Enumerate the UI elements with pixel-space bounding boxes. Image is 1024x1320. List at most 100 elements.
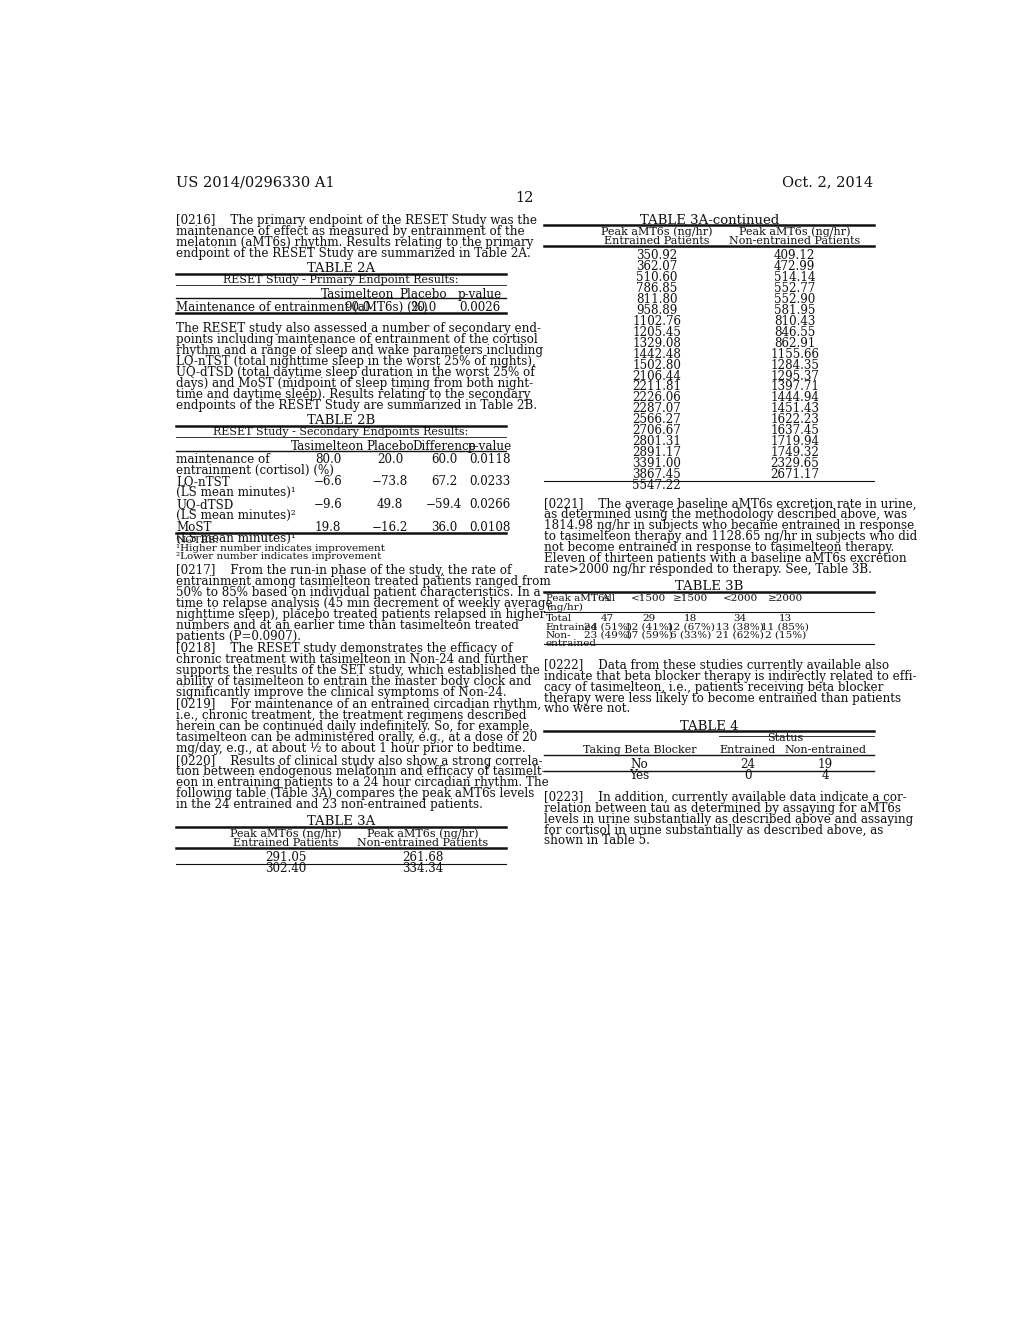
Text: endpoints of the RESET Study are summarized in Table 2B.: endpoints of the RESET Study are summari… — [176, 399, 537, 412]
Text: relation between tau as determined by assaying for aMT6s: relation between tau as determined by as… — [544, 801, 901, 814]
Text: 0.0118: 0.0118 — [469, 453, 511, 466]
Text: TABLE 3A: TABLE 3A — [307, 816, 375, 829]
Text: Peak aMT6s (ng/hr): Peak aMT6s (ng/hr) — [230, 829, 342, 840]
Text: herein can be continued daily indefinitely. So, for example,: herein can be continued daily indefinite… — [176, 721, 534, 733]
Text: in the 24 entrained and 23 non-entrained patients.: in the 24 entrained and 23 non-entrained… — [176, 799, 483, 812]
Text: eon in entraining patients to a 24 hour circadian rhythm. The: eon in entraining patients to a 24 hour … — [176, 776, 549, 789]
Text: TABLE 4: TABLE 4 — [680, 719, 738, 733]
Text: Entrained Patients: Entrained Patients — [233, 838, 339, 847]
Text: 862.91: 862.91 — [774, 337, 815, 350]
Text: Eleven of thirteen patients with a baseline aMT6s excretion: Eleven of thirteen patients with a basel… — [544, 552, 907, 565]
Text: Entrained: Entrained — [720, 744, 776, 755]
Text: 1155.66: 1155.66 — [770, 347, 819, 360]
Text: 2226.06: 2226.06 — [632, 392, 681, 404]
Text: ≥2000: ≥2000 — [768, 594, 803, 603]
Text: cacy of tasimelteon, i.e., patients receiving beta blocker: cacy of tasimelteon, i.e., patients rece… — [544, 681, 884, 693]
Text: 1749.32: 1749.32 — [770, 446, 819, 459]
Text: Entrained Patients: Entrained Patients — [604, 236, 710, 246]
Text: Placebo: Placebo — [399, 288, 447, 301]
Text: Tasimelteon: Tasimelteon — [291, 440, 365, 453]
Text: 1451.43: 1451.43 — [770, 403, 819, 416]
Text: points including maintenance of entrainment of the cortisol: points including maintenance of entrainm… — [176, 333, 538, 346]
Text: −6.6: −6.6 — [313, 475, 342, 488]
Text: 1502.80: 1502.80 — [632, 359, 681, 372]
Text: Non-: Non- — [546, 631, 571, 640]
Text: tasimelteon can be administered orally, e.g., at a dose of 20: tasimelteon can be administered orally, … — [176, 731, 538, 744]
Text: 18: 18 — [684, 614, 697, 623]
Text: RESET Study - Primary Endpoint Results:: RESET Study - Primary Endpoint Results: — [223, 276, 459, 285]
Text: TABLE 3B: TABLE 3B — [675, 581, 743, 593]
Text: 810.43: 810.43 — [774, 315, 815, 327]
Text: MoST: MoST — [176, 521, 212, 533]
Text: 1814.98 ng/hr in subjects who became entrained in response: 1814.98 ng/hr in subjects who became ent… — [544, 519, 914, 532]
Text: TABLE 3A-continued: TABLE 3A-continued — [640, 214, 779, 227]
Text: [0217]    From the run-in phase of the study, the rate of: [0217] From the run-in phase of the stud… — [176, 564, 512, 577]
Text: 90.0: 90.0 — [344, 301, 371, 314]
Text: 0.0233: 0.0233 — [469, 475, 511, 488]
Text: 3391.00: 3391.00 — [632, 457, 681, 470]
Text: 1637.45: 1637.45 — [770, 424, 819, 437]
Text: UQ-dTSD: UQ-dTSD — [176, 498, 233, 511]
Text: 1397.71: 1397.71 — [770, 380, 819, 393]
Text: ¹Higher number indicates improvement: ¹Higher number indicates improvement — [176, 544, 385, 553]
Text: as determined using the methodology described above, was: as determined using the methodology desc… — [544, 508, 907, 521]
Text: Non-entrained Patients: Non-entrained Patients — [357, 838, 488, 847]
Text: Difference: Difference — [413, 440, 476, 453]
Text: supports the results of the SET study, which established the: supports the results of the SET study, w… — [176, 664, 540, 677]
Text: 36.0: 36.0 — [431, 521, 458, 533]
Text: for cortisol in urine substantially as described above, as: for cortisol in urine substantially as d… — [544, 824, 884, 837]
Text: who were not.: who were not. — [544, 702, 631, 715]
Text: Yes: Yes — [630, 770, 649, 781]
Text: Non-entrained: Non-entrained — [784, 744, 866, 755]
Text: 2 (15%): 2 (15%) — [765, 631, 806, 640]
Text: 2706.67: 2706.67 — [632, 424, 681, 437]
Text: 261.68: 261.68 — [401, 851, 443, 863]
Text: Peak aMT6s (ng/hr): Peak aMT6s (ng/hr) — [601, 227, 713, 238]
Text: Total: Total — [546, 614, 572, 623]
Text: [0223]    In addition, currently available data indicate a cor-: [0223] In addition, currently available … — [544, 791, 907, 804]
Text: Non-entrained Patients: Non-entrained Patients — [729, 236, 860, 246]
Text: 510.60: 510.60 — [636, 271, 677, 284]
Text: 24 (51%): 24 (51%) — [584, 623, 632, 631]
Text: 12: 12 — [516, 191, 534, 205]
Text: ²Lower number indicates improvement: ²Lower number indicates improvement — [176, 553, 381, 561]
Text: TABLE 2A: TABLE 2A — [307, 263, 375, 275]
Text: [0216]    The primary endpoint of the RESET Study was the: [0216] The primary endpoint of the RESET… — [176, 214, 537, 227]
Text: 472.99: 472.99 — [774, 260, 815, 273]
Text: 2566.27: 2566.27 — [632, 413, 681, 426]
Text: 50% to 85% based on individual patient characteristics. In a: 50% to 85% based on individual patient c… — [176, 586, 541, 599]
Text: mg/day, e.g., at about ½ to about 1 hour prior to bedtime.: mg/day, e.g., at about ½ to about 1 hour… — [176, 742, 525, 755]
Text: time and daytime sleep). Results relating to the secondary: time and daytime sleep). Results relatin… — [176, 388, 530, 401]
Text: 786.85: 786.85 — [636, 282, 677, 296]
Text: 302.40: 302.40 — [265, 862, 307, 875]
Text: maintenance of: maintenance of — [176, 453, 269, 466]
Text: 846.55: 846.55 — [774, 326, 815, 339]
Text: Peak aMT6s: Peak aMT6s — [546, 594, 609, 603]
Text: to tasimelteon therapy and 1128.65 ng/hr in subjects who did: to tasimelteon therapy and 1128.65 ng/hr… — [544, 531, 918, 544]
Text: UQ-dTSD (total daytime sleep duration in the worst 25% of: UQ-dTSD (total daytime sleep duration in… — [176, 366, 535, 379]
Text: 29: 29 — [642, 614, 655, 623]
Text: rate>2000 ng/hr responded to therapy. See, Table 3B.: rate>2000 ng/hr responded to therapy. Se… — [544, 564, 872, 576]
Text: 12 (67%): 12 (67%) — [667, 623, 715, 631]
Text: 6 (33%): 6 (33%) — [670, 631, 712, 640]
Text: No: No — [631, 758, 648, 771]
Text: 2891.17: 2891.17 — [632, 446, 681, 459]
Text: US 2014/0296330 A1: US 2014/0296330 A1 — [176, 176, 335, 189]
Text: NOTES:: NOTES: — [176, 536, 219, 545]
Text: 34: 34 — [733, 614, 746, 623]
Text: 1329.08: 1329.08 — [632, 337, 681, 350]
Text: All: All — [601, 594, 614, 603]
Text: <1500: <1500 — [631, 594, 667, 603]
Text: (LS mean minutes)¹: (LS mean minutes)¹ — [176, 532, 296, 545]
Text: 21 (62%): 21 (62%) — [717, 631, 764, 640]
Text: entrainment among tasimelteon treated patients ranged from: entrainment among tasimelteon treated pa… — [176, 576, 551, 587]
Text: days) and MoST (midpoint of sleep timing from both night-: days) and MoST (midpoint of sleep timing… — [176, 378, 534, 389]
Text: 0.0026: 0.0026 — [459, 301, 501, 314]
Text: Taking Beta Blocker: Taking Beta Blocker — [583, 744, 696, 755]
Text: −9.6: −9.6 — [313, 498, 342, 511]
Text: Entrained: Entrained — [546, 623, 598, 631]
Text: 0: 0 — [744, 770, 752, 781]
Text: [0220]    Results of clinical study also show a strong correla-: [0220] Results of clinical study also sh… — [176, 755, 543, 767]
Text: 581.95: 581.95 — [774, 304, 815, 317]
Text: 60.0: 60.0 — [431, 453, 458, 466]
